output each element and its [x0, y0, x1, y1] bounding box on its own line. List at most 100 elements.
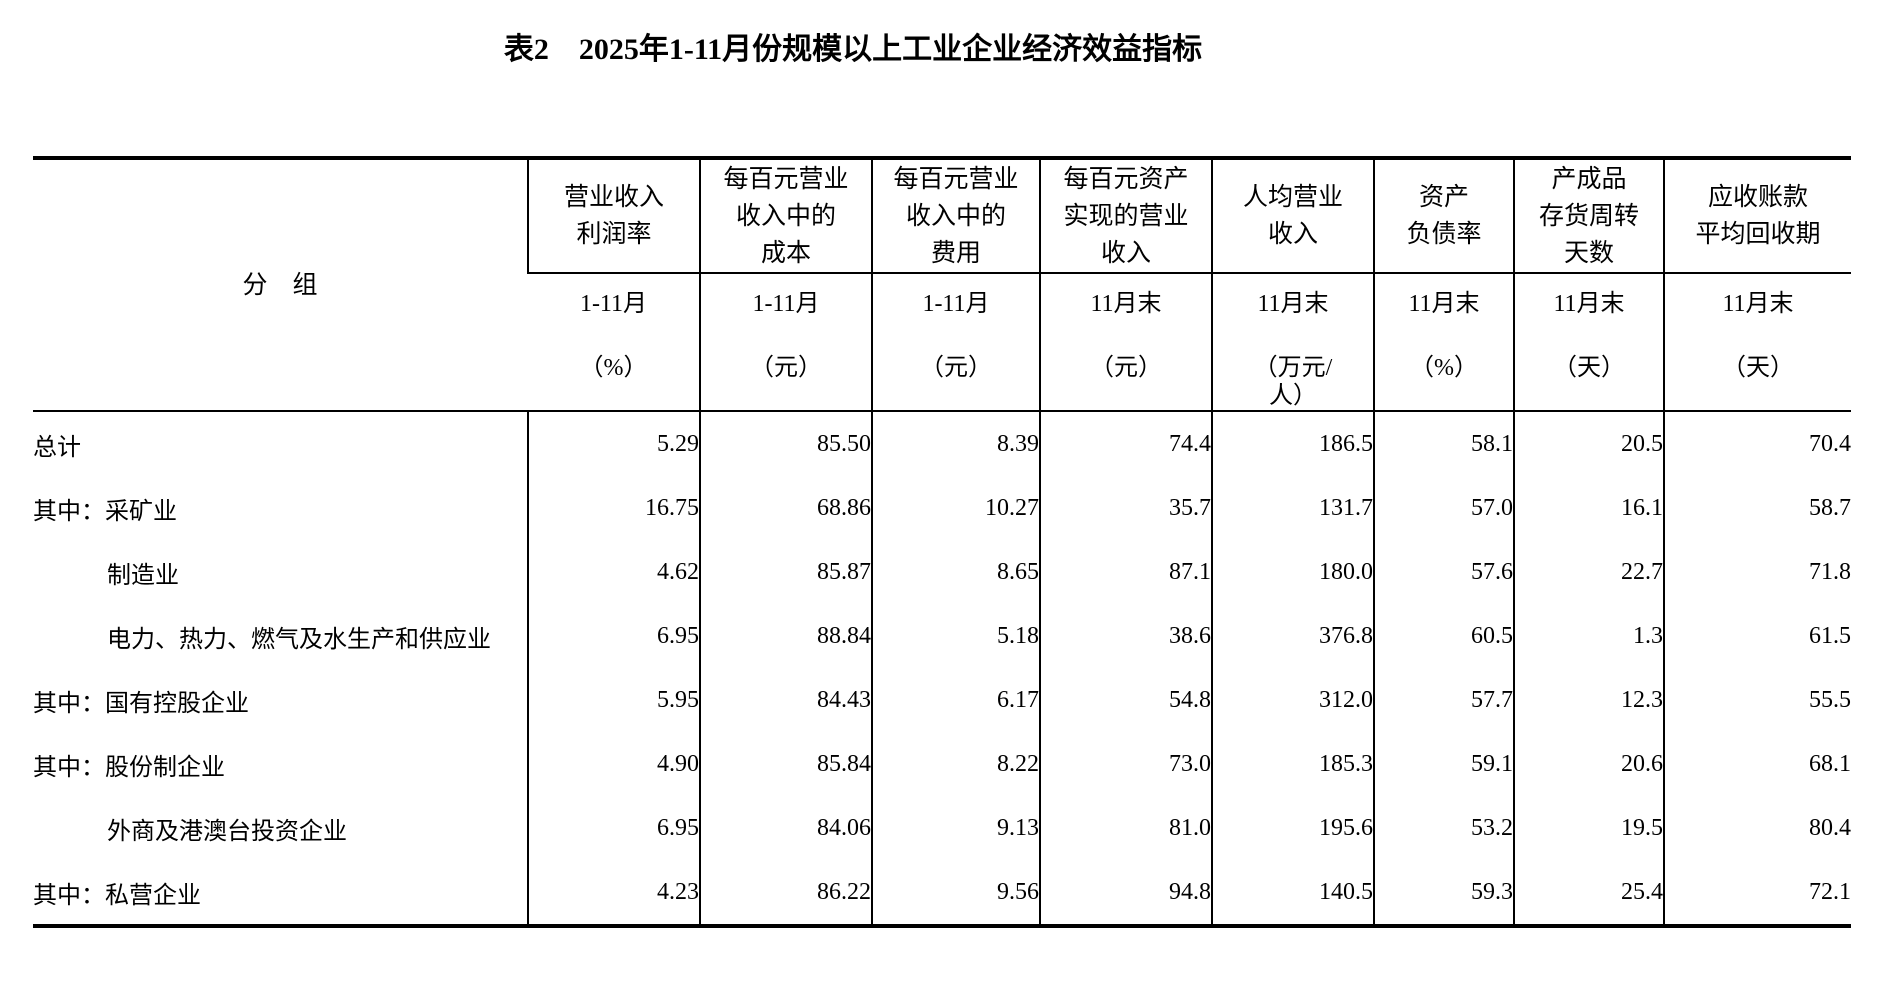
- column-period-unit-cell: 1-11月 （%）: [528, 273, 700, 412]
- column-period: 1-11月: [579, 291, 648, 317]
- value-cell: 60.5: [1373, 604, 1514, 668]
- value-cell: 5.95: [527, 668, 700, 732]
- column-period-unit-cell: 11月末 （元）: [1039, 273, 1212, 412]
- value-cell: 94.8: [1039, 860, 1212, 926]
- row-label: 其中：国有控股企业: [33, 690, 249, 717]
- table-row: 外商及港澳台投资企业 6.95 84.06 9.13 81.0 195.6 53…: [33, 796, 1851, 860]
- col-header-inventory-turnover-days: 产成品 存货周转 天数: [1513, 158, 1664, 274]
- row-label: 其中：股份制企业: [33, 754, 225, 781]
- value-cell: 85.87: [699, 540, 872, 604]
- column-period: 1-11月: [752, 291, 820, 317]
- column-period-unit-cell: 11月末 （%）: [1373, 273, 1514, 412]
- column-unit: （元）: [1090, 355, 1162, 381]
- column-period-unit-cell: 1-11月 （元）: [699, 273, 872, 412]
- column-unit: （元）: [920, 355, 992, 381]
- column-period-unit-cell: 11月末 （万元/ 人）: [1211, 273, 1374, 412]
- column-unit: （天）: [1553, 355, 1625, 381]
- value-cell: 6.95: [527, 604, 700, 668]
- column-period-unit-cell: 11月末 （天）: [1663, 273, 1851, 412]
- column-unit: （%）: [579, 355, 648, 381]
- value-cell: 38.6: [1039, 604, 1212, 668]
- table-row: 总计 5.29 85.50 8.39 74.4 186.5 58.1 20.5 …: [33, 411, 1851, 476]
- economic-indicators-table: 分 组 营业收入 利润率 每百元营业 收入中的 成本 每百元营业 收入中的 费用…: [33, 156, 1851, 928]
- value-cell: 9.56: [871, 860, 1040, 926]
- value-cell: 20.5: [1513, 411, 1664, 476]
- value-cell: 20.6: [1513, 732, 1664, 796]
- value-cell: 4.23: [527, 860, 700, 926]
- value-cell: 4.90: [527, 732, 700, 796]
- value-cell: 312.0: [1211, 668, 1374, 732]
- value-cell: 6.95: [527, 796, 700, 860]
- value-cell: 55.5: [1663, 668, 1851, 732]
- value-cell: 131.7: [1211, 476, 1374, 540]
- value-cell: 86.22: [699, 860, 872, 926]
- column-period: 1-11月: [922, 291, 990, 317]
- group-header-cell: 分 组: [33, 158, 528, 412]
- column-period: 11月末: [1408, 291, 1480, 317]
- column-unit: （天）: [1722, 355, 1794, 381]
- value-cell: 68.86: [699, 476, 872, 540]
- value-cell: 140.5: [1211, 860, 1374, 926]
- value-cell: 186.5: [1211, 411, 1374, 476]
- value-cell: 53.2: [1373, 796, 1514, 860]
- col-header-expense-per-100-revenue: 每百元营业 收入中的 费用: [871, 158, 1040, 274]
- header-row-titles: 分 组 营业收入 利润率 每百元营业 收入中的 成本 每百元营业 收入中的 费用…: [33, 158, 1851, 412]
- value-cell: 57.7: [1373, 668, 1514, 732]
- value-cell: 57.0: [1373, 476, 1514, 540]
- value-cell: 6.17: [871, 668, 1040, 732]
- value-cell: 84.06: [699, 796, 872, 860]
- value-cell: 8.22: [871, 732, 1040, 796]
- value-cell: 4.62: [527, 540, 700, 604]
- column-period-unit-cell: 1-11月 （元）: [871, 273, 1040, 412]
- value-cell: 35.7: [1039, 476, 1212, 540]
- row-label: 制造业: [107, 562, 179, 589]
- value-cell: 85.84: [699, 732, 872, 796]
- value-cell: 70.4: [1663, 411, 1851, 476]
- value-cell: 185.3: [1211, 732, 1374, 796]
- column-period: 11月末: [1257, 291, 1329, 317]
- column-period: 11月末: [1722, 291, 1794, 317]
- value-cell: 73.0: [1039, 732, 1212, 796]
- col-header-revenue-per-capita: 人均营业 收入: [1211, 158, 1374, 274]
- value-cell: 61.5: [1663, 604, 1851, 668]
- row-label: 外商及港澳台投资企业: [107, 818, 347, 845]
- table-row: 其中：国有控股企业 5.95 84.43 6.17 54.8 312.0 57.…: [33, 668, 1851, 732]
- value-cell: 12.3: [1513, 668, 1664, 732]
- table-row: 其中：私营企业 4.23 86.22 9.56 94.8 140.5 59.3 …: [33, 860, 1851, 926]
- value-cell: 54.8: [1039, 668, 1212, 732]
- value-cell: 59.3: [1373, 860, 1514, 926]
- value-cell: 195.6: [1211, 796, 1374, 860]
- value-cell: 68.1: [1663, 732, 1851, 796]
- column-unit: （%）: [1410, 355, 1478, 381]
- value-cell: 16.1: [1513, 476, 1664, 540]
- value-cell: 58.7: [1663, 476, 1851, 540]
- value-cell: 5.29: [527, 411, 700, 476]
- value-cell: 376.8: [1211, 604, 1374, 668]
- value-cell: 8.39: [871, 411, 1040, 476]
- row-label: 电力、热力、燃气及水生产和供应业: [107, 626, 491, 653]
- row-label: 其中：私营企业: [33, 882, 201, 909]
- value-cell: 71.8: [1663, 540, 1851, 604]
- row-label: 总计: [33, 434, 81, 461]
- value-cell: 25.4: [1513, 860, 1664, 926]
- row-label: 其中：采矿业: [33, 498, 177, 525]
- value-cell: 59.1: [1373, 732, 1514, 796]
- value-cell: 180.0: [1211, 540, 1374, 604]
- value-cell: 85.50: [699, 411, 872, 476]
- header-row-period-unit: 1-11月 （%） 1-11月 （元） 1-11月 （元） 11月末 （元） 1…: [33, 273, 1851, 412]
- col-header-asset-liability-ratio: 资产 负债率: [1373, 158, 1514, 274]
- value-cell: 72.1: [1663, 860, 1851, 926]
- value-cell: 81.0: [1039, 796, 1212, 860]
- table-row: 其中：采矿业 16.75 68.86 10.27 35.7 131.7 57.0…: [33, 476, 1851, 540]
- value-cell: 9.13: [871, 796, 1040, 860]
- value-cell: 87.1: [1039, 540, 1212, 604]
- column-unit: （万元/ 人）: [1253, 355, 1333, 409]
- table-row: 制造业 4.62 85.87 8.65 87.1 180.0 57.6 22.7…: [33, 540, 1851, 604]
- value-cell: 88.84: [699, 604, 872, 668]
- col-header-receivables-collection-period: 应收账款 平均回收期: [1663, 158, 1851, 274]
- value-cell: 5.18: [871, 604, 1040, 668]
- value-cell: 22.7: [1513, 540, 1664, 604]
- value-cell: 58.1: [1373, 411, 1514, 476]
- column-period-unit-cell: 11月末 （天）: [1513, 273, 1664, 412]
- table-row: 其中：股份制企业 4.90 85.84 8.22 73.0 185.3 59.1…: [33, 732, 1851, 796]
